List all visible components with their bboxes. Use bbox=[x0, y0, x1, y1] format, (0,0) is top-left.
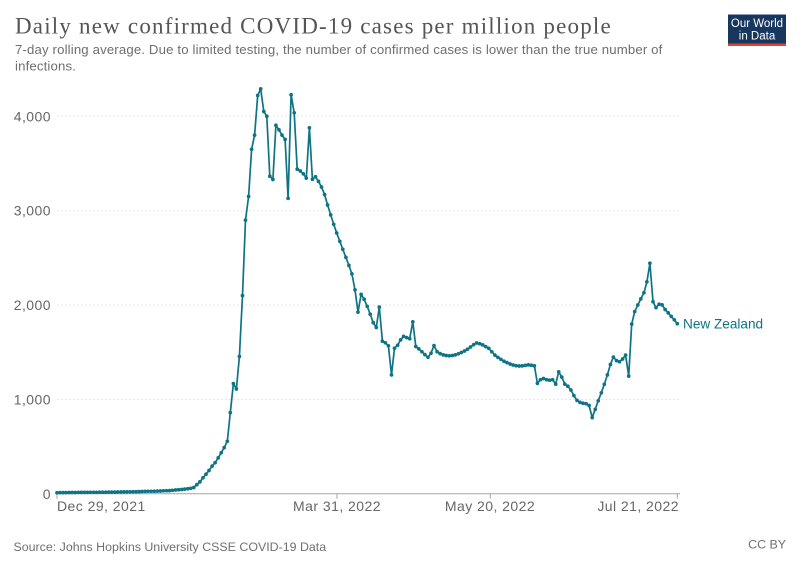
svg-text:0: 0 bbox=[43, 486, 51, 502]
svg-text:7-day rolling average. Due to: 7-day rolling average. Due to limited te… bbox=[15, 42, 663, 57]
svg-text:CC BY: CC BY bbox=[748, 538, 786, 552]
svg-text:Our World: Our World bbox=[731, 18, 783, 30]
svg-text:Mar 31, 2022: Mar 31, 2022 bbox=[293, 498, 381, 514]
svg-text:infections.: infections. bbox=[15, 59, 76, 74]
svg-text:4,000: 4,000 bbox=[14, 108, 51, 124]
svg-text:in Data: in Data bbox=[739, 31, 776, 43]
svg-text:Dec 29, 2021: Dec 29, 2021 bbox=[57, 498, 146, 514]
svg-text:May 20, 2022: May 20, 2022 bbox=[445, 498, 535, 514]
svg-text:1,000: 1,000 bbox=[14, 391, 51, 407]
svg-text:Source: Johns Hopkins Universi: Source: Johns Hopkins University CSSE CO… bbox=[14, 540, 327, 554]
svg-text:Daily new confirmed COVID-19 c: Daily new confirmed COVID-19 cases per m… bbox=[15, 14, 612, 39]
svg-text:3,000: 3,000 bbox=[14, 203, 51, 219]
svg-text:New Zealand: New Zealand bbox=[683, 317, 763, 332]
svg-text:Jul 21, 2022: Jul 21, 2022 bbox=[597, 498, 679, 514]
svg-text:2,000: 2,000 bbox=[14, 297, 51, 313]
